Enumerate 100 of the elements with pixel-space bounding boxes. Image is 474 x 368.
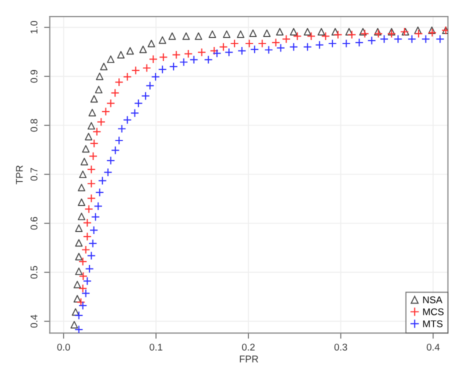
point — [208, 30, 216, 38]
point — [367, 36, 376, 45]
point — [204, 55, 213, 64]
x-tick-label: 0.1 — [150, 344, 162, 351]
point — [82, 218, 92, 228]
point — [264, 46, 274, 54]
point — [224, 48, 234, 57]
point — [81, 245, 90, 254]
point — [94, 202, 103, 211]
legend-label: MTS — [423, 320, 443, 328]
point — [315, 40, 324, 50]
point — [74, 325, 84, 334]
point — [123, 72, 132, 82]
point — [72, 308, 80, 316]
point — [78, 212, 86, 220]
point — [96, 72, 104, 80]
point — [318, 28, 326, 36]
point — [194, 32, 202, 40]
point — [342, 39, 351, 48]
point — [117, 51, 125, 59]
x-axis-title: FPR — [240, 356, 258, 362]
point — [345, 28, 353, 36]
y-tick-label: 0.5 — [30, 266, 38, 279]
point — [328, 39, 337, 48]
point — [90, 139, 98, 148]
point — [303, 42, 312, 52]
point — [182, 32, 190, 40]
point — [141, 92, 150, 100]
point — [75, 252, 83, 260]
point — [168, 32, 176, 40]
point — [82, 145, 90, 153]
point — [88, 152, 98, 161]
point — [110, 88, 120, 98]
point — [92, 127, 102, 136]
point — [414, 29, 423, 38]
point — [114, 136, 124, 145]
point — [148, 54, 158, 64]
point — [89, 226, 98, 235]
point — [70, 320, 78, 328]
point — [94, 86, 102, 94]
point — [306, 32, 316, 41]
point — [380, 34, 389, 44]
point — [292, 32, 302, 41]
point — [85, 264, 94, 274]
point — [387, 29, 396, 38]
point — [304, 28, 312, 36]
point — [360, 29, 370, 38]
point — [79, 170, 87, 178]
point — [84, 204, 94, 214]
y-tick-label: 0.6 — [30, 216, 38, 230]
y-tick-label: 1.0 — [30, 20, 38, 34]
point — [169, 62, 178, 71]
point — [84, 132, 92, 140]
point — [158, 36, 166, 44]
point — [276, 28, 284, 36]
y-tick-label: 0.4 — [30, 314, 38, 328]
point — [421, 34, 430, 44]
point — [78, 272, 88, 281]
point — [74, 311, 84, 320]
legend-label: NSA — [423, 296, 442, 304]
point — [172, 50, 181, 60]
point — [142, 64, 152, 72]
point — [289, 42, 298, 52]
point — [78, 184, 86, 192]
point — [90, 95, 98, 103]
point — [238, 46, 246, 56]
point — [436, 34, 444, 44]
point — [104, 168, 112, 177]
point — [394, 34, 402, 44]
point — [106, 156, 116, 165]
point — [74, 280, 82, 288]
x-tick-label: 0.0 — [57, 344, 70, 351]
point — [374, 28, 382, 36]
point — [78, 257, 88, 266]
x-tick-label: 0.3 — [334, 344, 348, 351]
point — [222, 30, 230, 38]
point — [428, 26, 436, 34]
point — [276, 44, 286, 52]
legend-label: MCS — [423, 308, 444, 316]
point — [244, 39, 254, 48]
point — [82, 276, 92, 286]
y-tick-label: 0.8 — [30, 118, 38, 132]
point — [271, 38, 280, 47]
point — [388, 28, 396, 36]
point — [88, 108, 96, 116]
point — [78, 198, 86, 206]
point — [106, 98, 116, 108]
y-axis-title: TPR — [16, 166, 23, 184]
point — [158, 65, 167, 74]
point — [334, 30, 342, 40]
point — [347, 30, 356, 40]
point — [134, 98, 143, 108]
y-tick-label: 0.9 — [30, 70, 38, 83]
point — [263, 29, 271, 37]
point — [80, 158, 88, 166]
point — [75, 268, 83, 276]
point — [74, 295, 82, 302]
x-tick-label: 0.4 — [426, 344, 440, 351]
point — [321, 32, 330, 41]
point — [210, 46, 219, 56]
